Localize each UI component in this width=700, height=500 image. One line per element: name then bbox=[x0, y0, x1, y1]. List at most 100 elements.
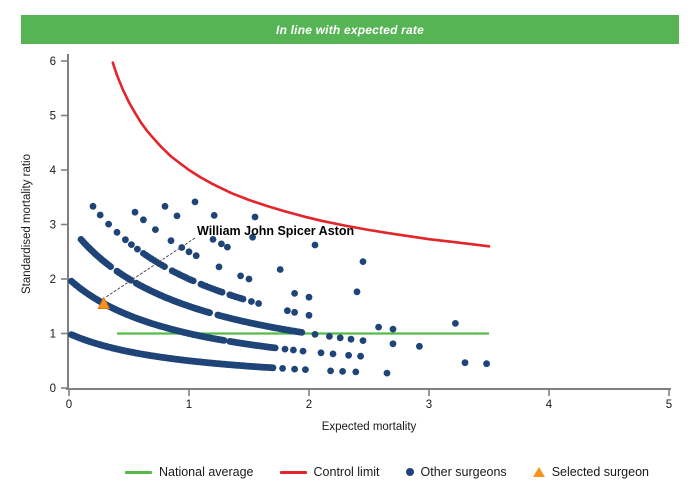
legend-label: National average bbox=[159, 465, 254, 479]
surgeon-dot[interactable] bbox=[220, 337, 228, 344]
surgeon-dot[interactable] bbox=[461, 359, 469, 367]
surgeon-dot[interactable] bbox=[298, 329, 306, 336]
surgeon-dot[interactable] bbox=[281, 345, 289, 353]
surgeon-dot[interactable] bbox=[357, 352, 364, 360]
surgeon-dot[interactable] bbox=[302, 366, 309, 373]
axis-ticks: 0 1 2 3 4 5 6 0 1 2 3 4 5 bbox=[50, 56, 673, 411]
national-average-line-icon bbox=[125, 470, 152, 474]
surgeon-dot[interactable] bbox=[299, 347, 307, 355]
surgeon-dot[interactable] bbox=[383, 369, 391, 377]
surgeon-dot[interactable] bbox=[113, 228, 121, 236]
surgeon-dot[interactable] bbox=[189, 277, 197, 285]
surgeon-dot-icon bbox=[405, 468, 414, 476]
x-axis-title: Expected mortality bbox=[322, 421, 417, 433]
surgeon-dot[interactable] bbox=[107, 263, 114, 270]
surgeon-dot[interactable] bbox=[389, 340, 397, 348]
control-limit-line bbox=[111, 61, 491, 248]
control-limit-line-icon bbox=[279, 470, 307, 474]
surgeon-dot[interactable] bbox=[239, 295, 247, 303]
surgeon-dot[interactable] bbox=[375, 323, 382, 331]
surgeon-dot[interactable] bbox=[339, 368, 346, 375]
x-tick-label: 1 bbox=[186, 399, 192, 411]
surgeon-dot[interactable] bbox=[336, 334, 344, 342]
surgeon-dot[interactable] bbox=[185, 248, 193, 256]
surgeon-dot[interactable] bbox=[291, 290, 298, 297]
surgeon-dot[interactable] bbox=[249, 233, 256, 241]
y-tick-label: 5 bbox=[50, 111, 56, 123]
surgeon-dot[interactable] bbox=[311, 331, 319, 338]
surgeon-dot[interactable] bbox=[218, 288, 226, 296]
surgeon-dot[interactable] bbox=[359, 337, 367, 344]
surgeon-dot[interactable] bbox=[161, 202, 169, 210]
surgeon-dot[interactable] bbox=[359, 258, 367, 265]
surgeon-dot[interactable] bbox=[131, 208, 139, 216]
y-tick-label: 1 bbox=[50, 329, 56, 341]
surgeon-dot[interactable] bbox=[255, 300, 262, 307]
series-layer bbox=[68, 61, 491, 377]
surgeon-dot[interactable] bbox=[317, 349, 325, 357]
surgeon-dot[interactable] bbox=[209, 236, 217, 243]
surgeon-dot[interactable] bbox=[192, 252, 200, 260]
y-tick-label: 0 bbox=[50, 383, 56, 395]
surgeon-dot[interactable] bbox=[276, 266, 284, 273]
surgeon-dot[interactable] bbox=[161, 263, 168, 270]
status-banner: In line with expected rate bbox=[21, 15, 679, 44]
y-tick-label: 6 bbox=[50, 56, 56, 68]
surgeon-dot[interactable] bbox=[237, 272, 245, 280]
surgeon-dot[interactable] bbox=[178, 244, 186, 251]
surgeon-dot[interactable] bbox=[218, 240, 225, 248]
surgeon-dot[interactable] bbox=[389, 325, 397, 333]
legend-item-other-surgeons: Other surgeons bbox=[405, 465, 507, 479]
surgeon-dot[interactable] bbox=[248, 298, 255, 305]
surgeon-dot[interactable] bbox=[353, 288, 361, 296]
surgeon-dot[interactable] bbox=[416, 342, 423, 350]
surgeon-dot[interactable] bbox=[327, 367, 334, 375]
surgeon-dot[interactable] bbox=[329, 350, 337, 358]
x-tick-label: 4 bbox=[546, 399, 553, 411]
surgeon-dot[interactable] bbox=[305, 311, 313, 319]
y-tick-label: 3 bbox=[50, 220, 56, 232]
surgeon-dot[interactable] bbox=[251, 213, 259, 221]
surgeon-dot[interactable] bbox=[311, 241, 319, 249]
surgeon-dot[interactable] bbox=[89, 202, 97, 210]
surgeon-dot[interactable] bbox=[210, 212, 218, 219]
surgeon-dot[interactable] bbox=[291, 308, 298, 316]
legend-item-national-average: National average bbox=[125, 465, 254, 479]
selected-surgeon-marker[interactable] bbox=[97, 296, 111, 310]
surgeon-dot[interactable] bbox=[96, 211, 104, 219]
surgeon-dot[interactable] bbox=[245, 275, 253, 283]
surgeon-dot[interactable] bbox=[173, 212, 181, 220]
legend-label: Control limit bbox=[313, 465, 380, 479]
surgeon-dot[interactable] bbox=[326, 333, 333, 340]
surgeon-dot[interactable] bbox=[279, 365, 286, 372]
surgeon-dot[interactable] bbox=[352, 368, 360, 376]
surgeon-dot[interactable] bbox=[206, 309, 214, 317]
surgeon-dot[interactable] bbox=[345, 351, 352, 359]
x-tick-label: 2 bbox=[306, 399, 312, 411]
surgeon-dot[interactable] bbox=[290, 346, 297, 354]
surgeon-dot[interactable] bbox=[305, 293, 313, 301]
surgeon-dot[interactable] bbox=[140, 216, 147, 224]
surgeon-dot[interactable] bbox=[452, 320, 459, 327]
surgeon-dot[interactable] bbox=[152, 226, 159, 234]
surgeon-dot[interactable] bbox=[105, 220, 112, 228]
surgeon-dot[interactable] bbox=[127, 241, 135, 249]
surgeon-dot[interactable] bbox=[167, 237, 175, 245]
chart-legend: National average Control limit Other sur… bbox=[37, 462, 700, 482]
surgeon-dot[interactable] bbox=[269, 364, 277, 372]
x-tick-label: 3 bbox=[426, 399, 432, 411]
surgeon-dot[interactable] bbox=[215, 263, 223, 271]
surgeon-dot[interactable] bbox=[483, 360, 490, 368]
surgeon-dot[interactable] bbox=[122, 236, 129, 244]
legend-label: Selected surgeon bbox=[551, 465, 649, 479]
surgeon-dot[interactable] bbox=[347, 335, 355, 343]
surgeon-dot[interactable] bbox=[224, 243, 231, 251]
surgeon-dot[interactable] bbox=[191, 198, 199, 206]
surgeon-dot[interactable] bbox=[271, 344, 279, 352]
surgeon-dot[interactable] bbox=[284, 307, 291, 315]
legend-item-control-limit: Control limit bbox=[279, 465, 380, 479]
surgeon-dot[interactable] bbox=[134, 245, 141, 253]
legend-label: Other surgeons bbox=[420, 465, 507, 479]
surgeon-dot[interactable] bbox=[291, 365, 298, 373]
